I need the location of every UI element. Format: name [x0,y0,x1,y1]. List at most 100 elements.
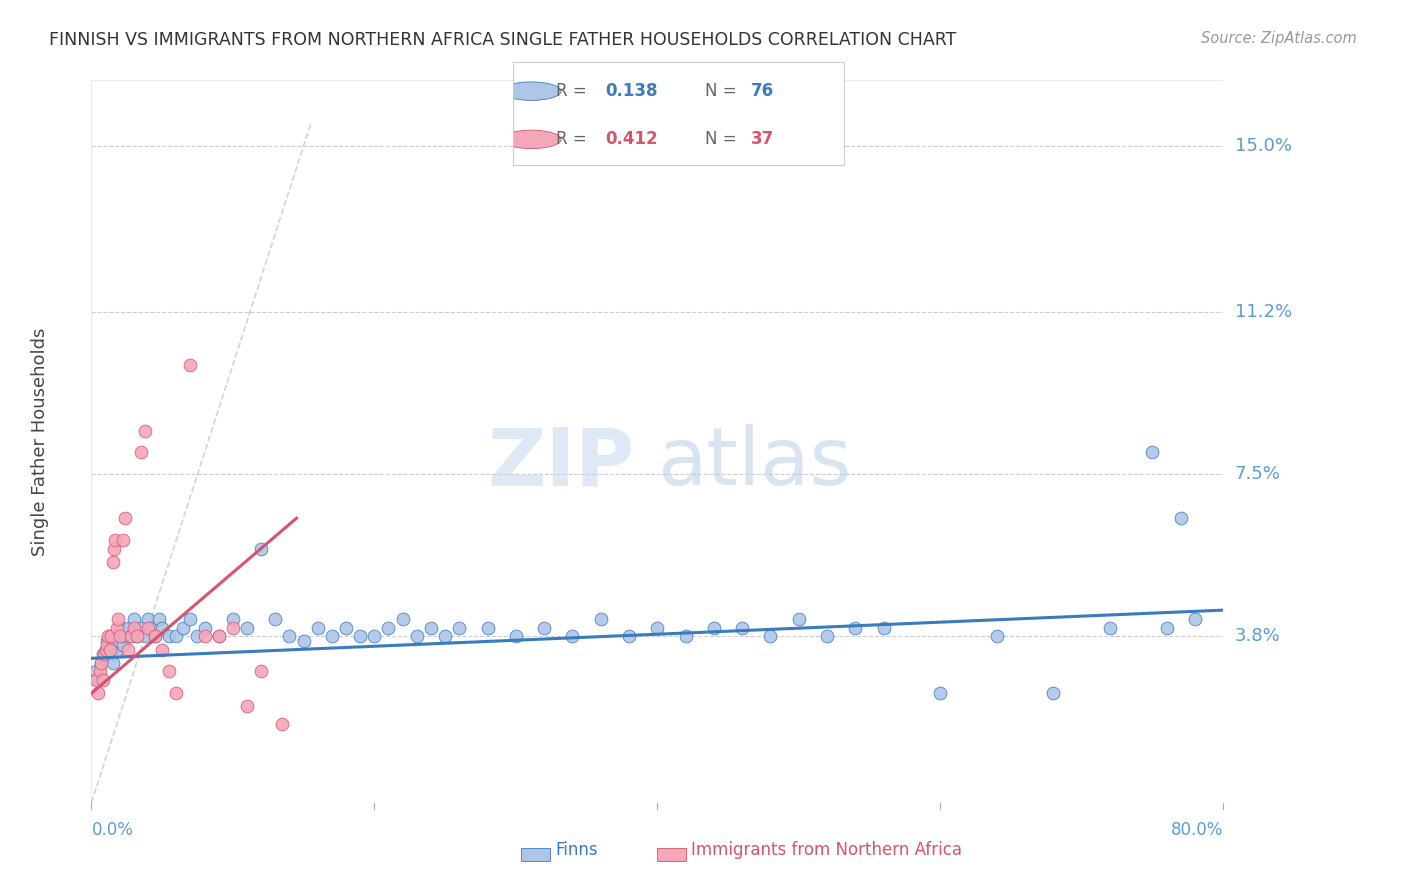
Point [90,656,112,670]
Point [134,629,156,643]
Point [731,621,754,635]
Text: 0.138: 0.138 [606,82,658,100]
Point [321,629,343,643]
Text: 7.5%: 7.5% [1234,466,1281,483]
Point [129,621,152,635]
Point [107,612,129,626]
Point [111,638,134,652]
Text: atlas: atlas [657,425,852,502]
Point [114,629,136,643]
Text: Immigrants from Northern Africa: Immigrants from Northern Africa [692,841,962,860]
Point [703,621,725,635]
Point [363,629,385,643]
Point [84,673,107,688]
Point [787,612,810,626]
Point [122,621,145,635]
Text: 15.0%: 15.0% [1234,137,1292,155]
Point [94,642,117,657]
Point [165,686,187,700]
Point [449,621,471,635]
Point [136,612,159,626]
Point [271,717,294,731]
Point [1156,621,1178,635]
Point [101,555,124,569]
Point [250,665,273,679]
Point [1170,511,1192,525]
Point [97,629,120,643]
Point [844,621,866,635]
Point [125,629,148,643]
Point [1184,612,1206,626]
Point [103,638,125,652]
Point [105,621,128,635]
Point [96,633,118,648]
Point [434,629,457,643]
Point [143,629,166,643]
Point [617,629,640,643]
Text: FINNISH VS IMMIGRANTS FROM NORTHERN AFRICA SINGLE FATHER HOUSEHOLDS CORRELATION : FINNISH VS IMMIGRANTS FROM NORTHERN AFRI… [49,31,956,49]
Point [186,629,208,643]
Point [143,629,166,643]
Point [157,665,180,679]
Point [139,621,162,635]
Text: Source: ZipAtlas.com: Source: ZipAtlas.com [1201,31,1357,46]
Bar [657,847,686,861]
Point [645,621,668,635]
Point [222,612,245,626]
Point [222,621,245,635]
Text: 11.2%: 11.2% [1234,303,1292,321]
Point [377,621,399,635]
Text: N =: N = [704,130,742,148]
Point [105,642,128,657]
Point [91,673,114,688]
Point [91,647,114,661]
Circle shape [502,82,561,101]
Point [533,621,555,635]
Point [872,621,894,635]
Point [104,533,127,547]
Point [97,638,120,652]
Text: Single Father Households: Single Father Households [31,327,49,556]
Point [84,665,107,679]
Point [87,673,110,688]
Point [117,642,139,657]
Point [179,358,201,372]
Point [165,629,187,643]
Point [122,612,145,626]
Text: 76: 76 [751,82,775,100]
Point [236,699,259,714]
Text: 37: 37 [751,130,775,148]
Point [929,686,952,700]
Point [179,612,201,626]
Point [1098,621,1121,635]
Point [172,621,194,635]
Point [98,629,121,643]
Point [107,633,129,648]
Point [561,629,583,643]
Point [815,629,838,643]
Text: N =: N = [704,82,742,100]
Point [101,656,124,670]
Point [120,629,142,643]
Point [157,629,180,643]
Text: 80.0%: 80.0% [1171,821,1223,838]
Text: R =: R = [557,130,592,148]
Point [150,621,173,635]
Point [264,612,287,626]
Text: R =: R = [557,82,592,100]
Point [278,629,301,643]
Point [96,638,118,652]
Point [93,651,115,665]
Point [208,629,231,643]
Point [675,629,697,643]
Point [150,642,173,657]
Text: Finns: Finns [555,841,598,860]
Point [505,629,527,643]
Bar [522,847,550,861]
Point [129,445,152,459]
Point [117,621,139,635]
Point [111,533,134,547]
Point [89,665,111,679]
Circle shape [502,130,561,149]
Point [208,629,231,643]
